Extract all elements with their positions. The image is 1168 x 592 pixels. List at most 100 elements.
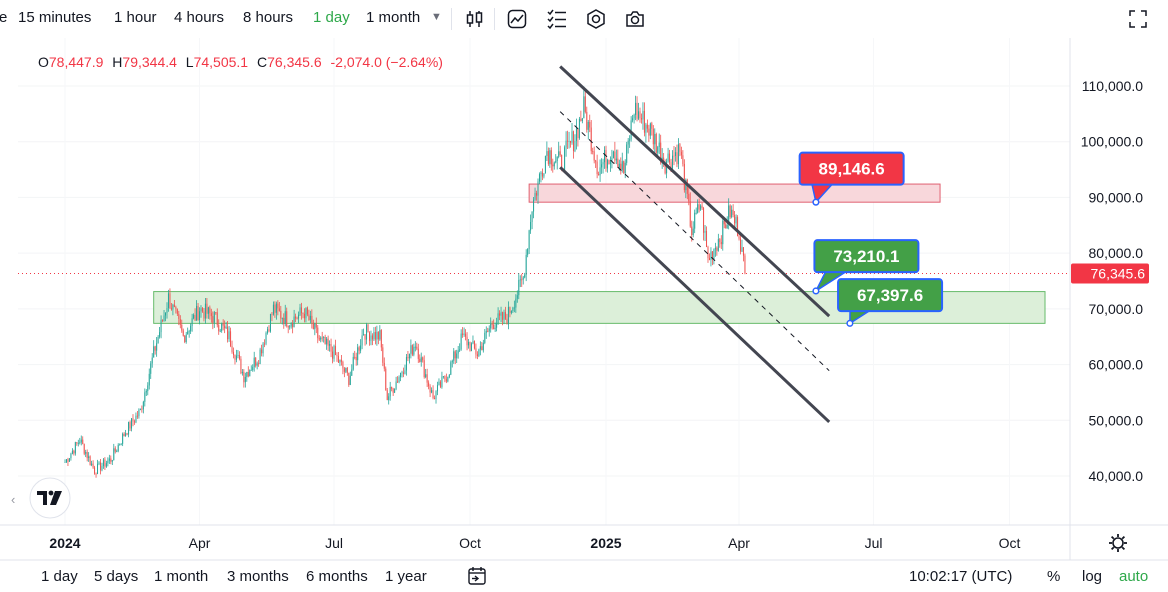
candle bbox=[533, 196, 535, 219]
candle-body bbox=[645, 124, 647, 133]
candle-body bbox=[169, 293, 171, 309]
candle-body bbox=[157, 336, 159, 344]
clock-time[interactable]: 10:02:17 (UTC) bbox=[909, 568, 1013, 585]
candle bbox=[246, 371, 248, 382]
range-1-day[interactable]: 1 day bbox=[41, 568, 78, 585]
percent-toggle[interactable]: % bbox=[1047, 568, 1061, 585]
candle-body bbox=[231, 345, 233, 352]
candle bbox=[232, 347, 235, 359]
alert-list-icon[interactable] bbox=[546, 8, 568, 30]
candle-body bbox=[618, 163, 620, 168]
candle bbox=[337, 352, 339, 364]
candle-body bbox=[484, 332, 486, 343]
date-range-icon[interactable] bbox=[466, 565, 488, 587]
candle bbox=[432, 385, 434, 400]
candle bbox=[182, 328, 184, 337]
candle-body bbox=[442, 376, 444, 377]
chevron-down-icon[interactable]: ▼ bbox=[431, 11, 442, 23]
candle bbox=[682, 150, 684, 167]
tradingview-logo[interactable] bbox=[29, 477, 71, 519]
candle bbox=[300, 302, 303, 320]
candle bbox=[419, 354, 421, 363]
interval-1-month[interactable]: 1 month bbox=[366, 9, 421, 26]
candle-body bbox=[617, 158, 619, 168]
candle bbox=[207, 306, 209, 319]
candle bbox=[645, 122, 647, 143]
candle bbox=[244, 372, 246, 388]
range-6-months[interactable]: 6 months bbox=[306, 568, 368, 585]
candle bbox=[729, 204, 731, 219]
scroll-left-icon[interactable]: ‹ bbox=[11, 492, 15, 507]
candle bbox=[701, 202, 703, 211]
time-axis[interactable]: 2024 Apr Jul Oct 2025 Apr Jul Oct bbox=[49, 535, 1020, 551]
candle bbox=[142, 400, 144, 414]
candle bbox=[156, 337, 158, 357]
auto-toggle[interactable]: auto bbox=[1119, 568, 1149, 585]
range-1-month[interactable]: 1 month bbox=[154, 568, 209, 585]
interval-4-hours[interactable]: 4 hours bbox=[174, 9, 225, 26]
candle bbox=[145, 389, 147, 397]
descending-channel[interactable] bbox=[559, 65, 831, 424]
interval-15-minutes[interactable]: 15 minutes bbox=[18, 9, 92, 26]
candle-body bbox=[215, 312, 217, 313]
candle-body bbox=[167, 293, 169, 308]
candle-body bbox=[83, 444, 85, 454]
settings-icon[interactable] bbox=[585, 8, 607, 30]
candle bbox=[648, 124, 650, 142]
range-1-year[interactable]: 1 year bbox=[385, 568, 427, 585]
time-tick-label: Jul bbox=[865, 535, 883, 551]
candle bbox=[468, 338, 470, 349]
candle-body bbox=[574, 140, 576, 152]
candle-body bbox=[326, 338, 328, 345]
candle-body bbox=[728, 205, 730, 225]
camera-icon[interactable] bbox=[624, 8, 646, 30]
candle-body bbox=[494, 327, 496, 330]
candle-body bbox=[703, 208, 705, 233]
candle-body bbox=[547, 151, 549, 164]
candle bbox=[154, 345, 156, 355]
candle bbox=[698, 198, 700, 213]
callouts[interactable]: 89,146.6 73,210.1 67,397.6 bbox=[798, 151, 944, 327]
candle bbox=[500, 306, 502, 323]
range-3-months[interactable]: 3 months bbox=[227, 568, 289, 585]
bar-style-icon[interactable] bbox=[464, 8, 486, 30]
fullscreen-icon[interactable] bbox=[1127, 8, 1149, 30]
candle bbox=[380, 329, 382, 352]
log-toggle[interactable]: log bbox=[1082, 568, 1103, 585]
interval-partial[interactable]: e bbox=[0, 9, 8, 26]
candle bbox=[141, 405, 143, 413]
candle bbox=[197, 303, 199, 321]
candle-body bbox=[252, 367, 254, 371]
interval-1-day[interactable]: 1 day bbox=[313, 9, 350, 26]
candle-body bbox=[278, 308, 280, 311]
candle-body bbox=[136, 415, 138, 417]
candle-body bbox=[490, 324, 492, 329]
indicators-icon[interactable] bbox=[506, 8, 528, 30]
candle-body bbox=[538, 174, 541, 182]
candle bbox=[283, 313, 285, 329]
axis-settings-icon[interactable] bbox=[1109, 534, 1127, 552]
candle bbox=[394, 388, 396, 394]
range-5-days[interactable]: 5 days bbox=[94, 568, 139, 585]
candle bbox=[97, 459, 99, 475]
candle-body bbox=[315, 323, 317, 328]
open-value: 78,447.9 bbox=[48, 54, 104, 70]
candle bbox=[68, 458, 70, 462]
candle bbox=[339, 359, 341, 367]
candle-body bbox=[329, 344, 331, 346]
candle bbox=[290, 322, 292, 329]
candle bbox=[547, 147, 549, 166]
candle bbox=[429, 384, 431, 398]
candle-body bbox=[342, 361, 344, 369]
price-axis[interactable]: 110,000.0 100,000.0 90,000.0 80,000.0 70,000… bbox=[1081, 78, 1144, 484]
candle-body bbox=[707, 246, 709, 259]
candle bbox=[447, 376, 449, 383]
candle bbox=[643, 102, 645, 137]
candle-body bbox=[243, 371, 245, 383]
candle-body bbox=[235, 355, 237, 360]
candle-body bbox=[510, 311, 512, 313]
candle bbox=[252, 364, 254, 372]
interval-1-hour[interactable]: 1 hour bbox=[114, 9, 157, 26]
interval-8-hours[interactable]: 8 hours bbox=[243, 9, 294, 26]
